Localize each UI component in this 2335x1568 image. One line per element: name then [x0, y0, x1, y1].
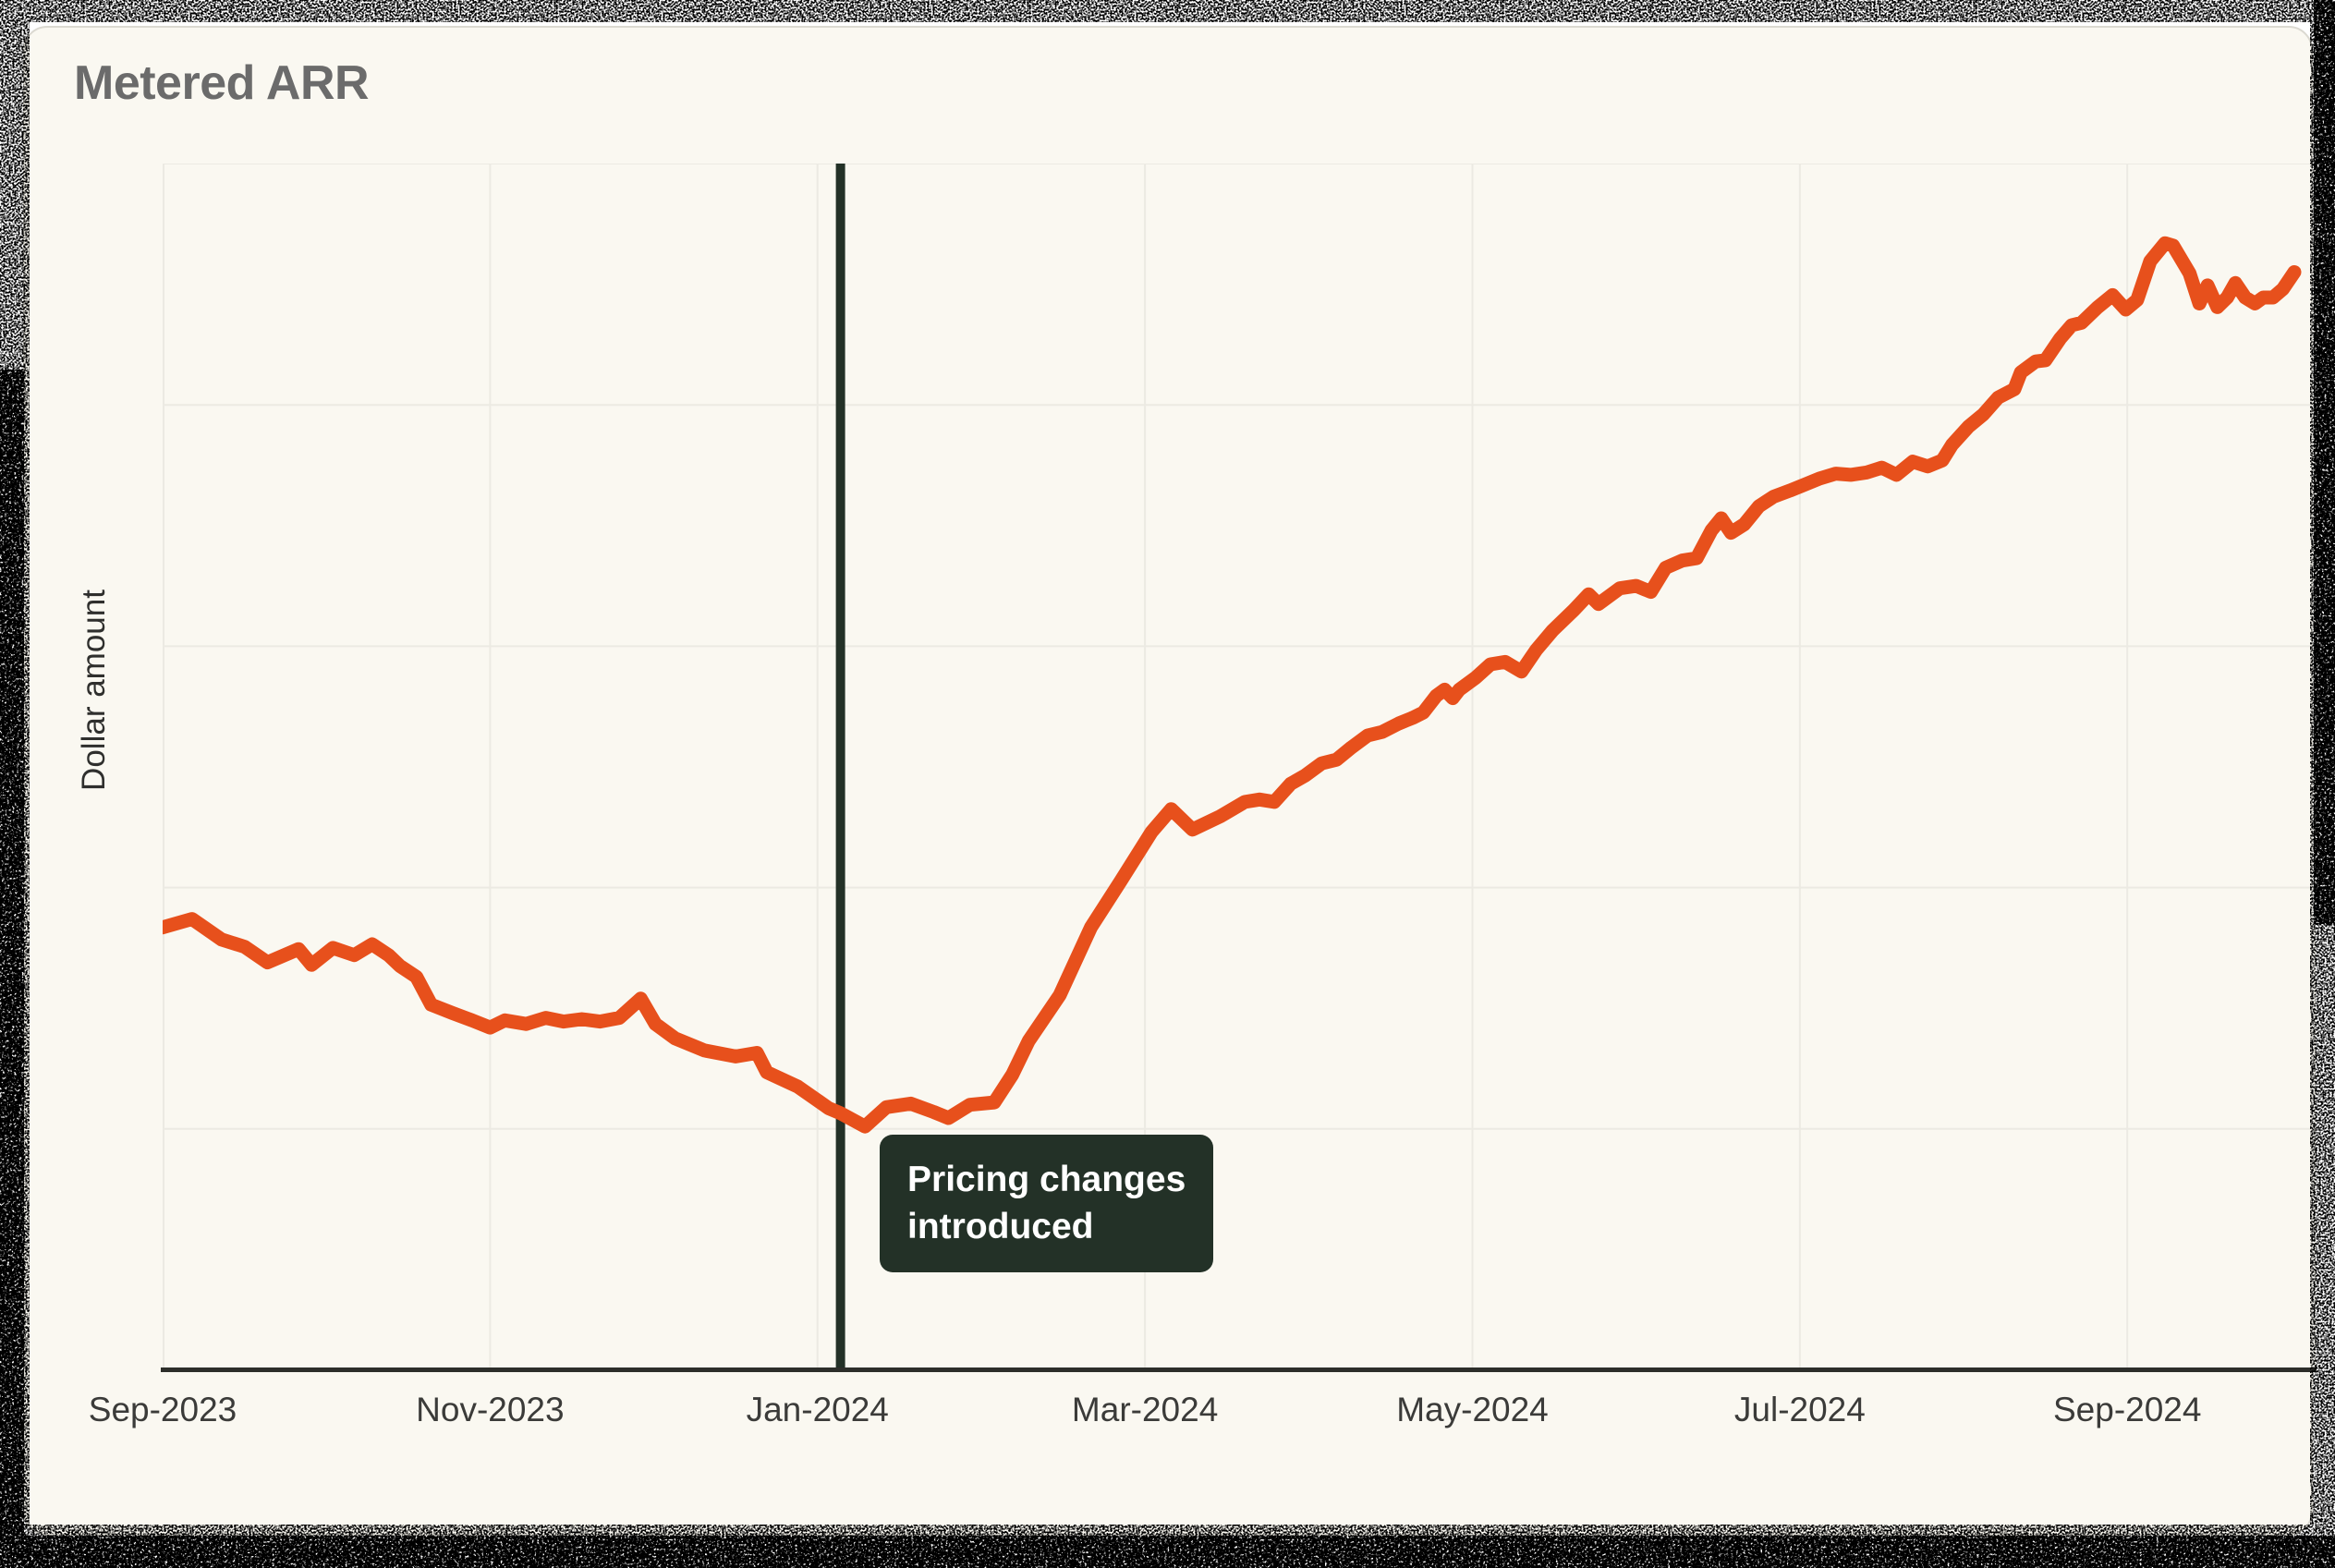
x-axis-line: [161, 1367, 2317, 1372]
chart-card: [23, 26, 2313, 1536]
x-tick-label: Sep-2023: [88, 1391, 237, 1428]
pricing-annotation: Pricing changes introduced: [880, 1135, 1214, 1273]
x-tick-label: Sep-2024: [2053, 1391, 2202, 1428]
x-tick-label: Nov-2023: [416, 1391, 565, 1428]
metered-arr-line: [163, 236, 2302, 1134]
x-tick-label: Jan-2024: [746, 1391, 889, 1428]
x-tick-label: May-2024: [1396, 1391, 1549, 1428]
chart-area[interactable]: [163, 164, 2316, 1370]
x-tick-label: Jul-2024: [1733, 1391, 1866, 1428]
pricing-annotation-line1: Pricing changes: [907, 1160, 1186, 1199]
x-tick-label: Mar-2024: [1071, 1391, 1219, 1428]
pricing-annotation-line2: introduced: [907, 1206, 1094, 1246]
line-chart-svg: [163, 164, 2316, 1370]
page-title: Metered ARR: [74, 56, 370, 110]
y-axis-label: Dollar amount: [76, 590, 112, 791]
